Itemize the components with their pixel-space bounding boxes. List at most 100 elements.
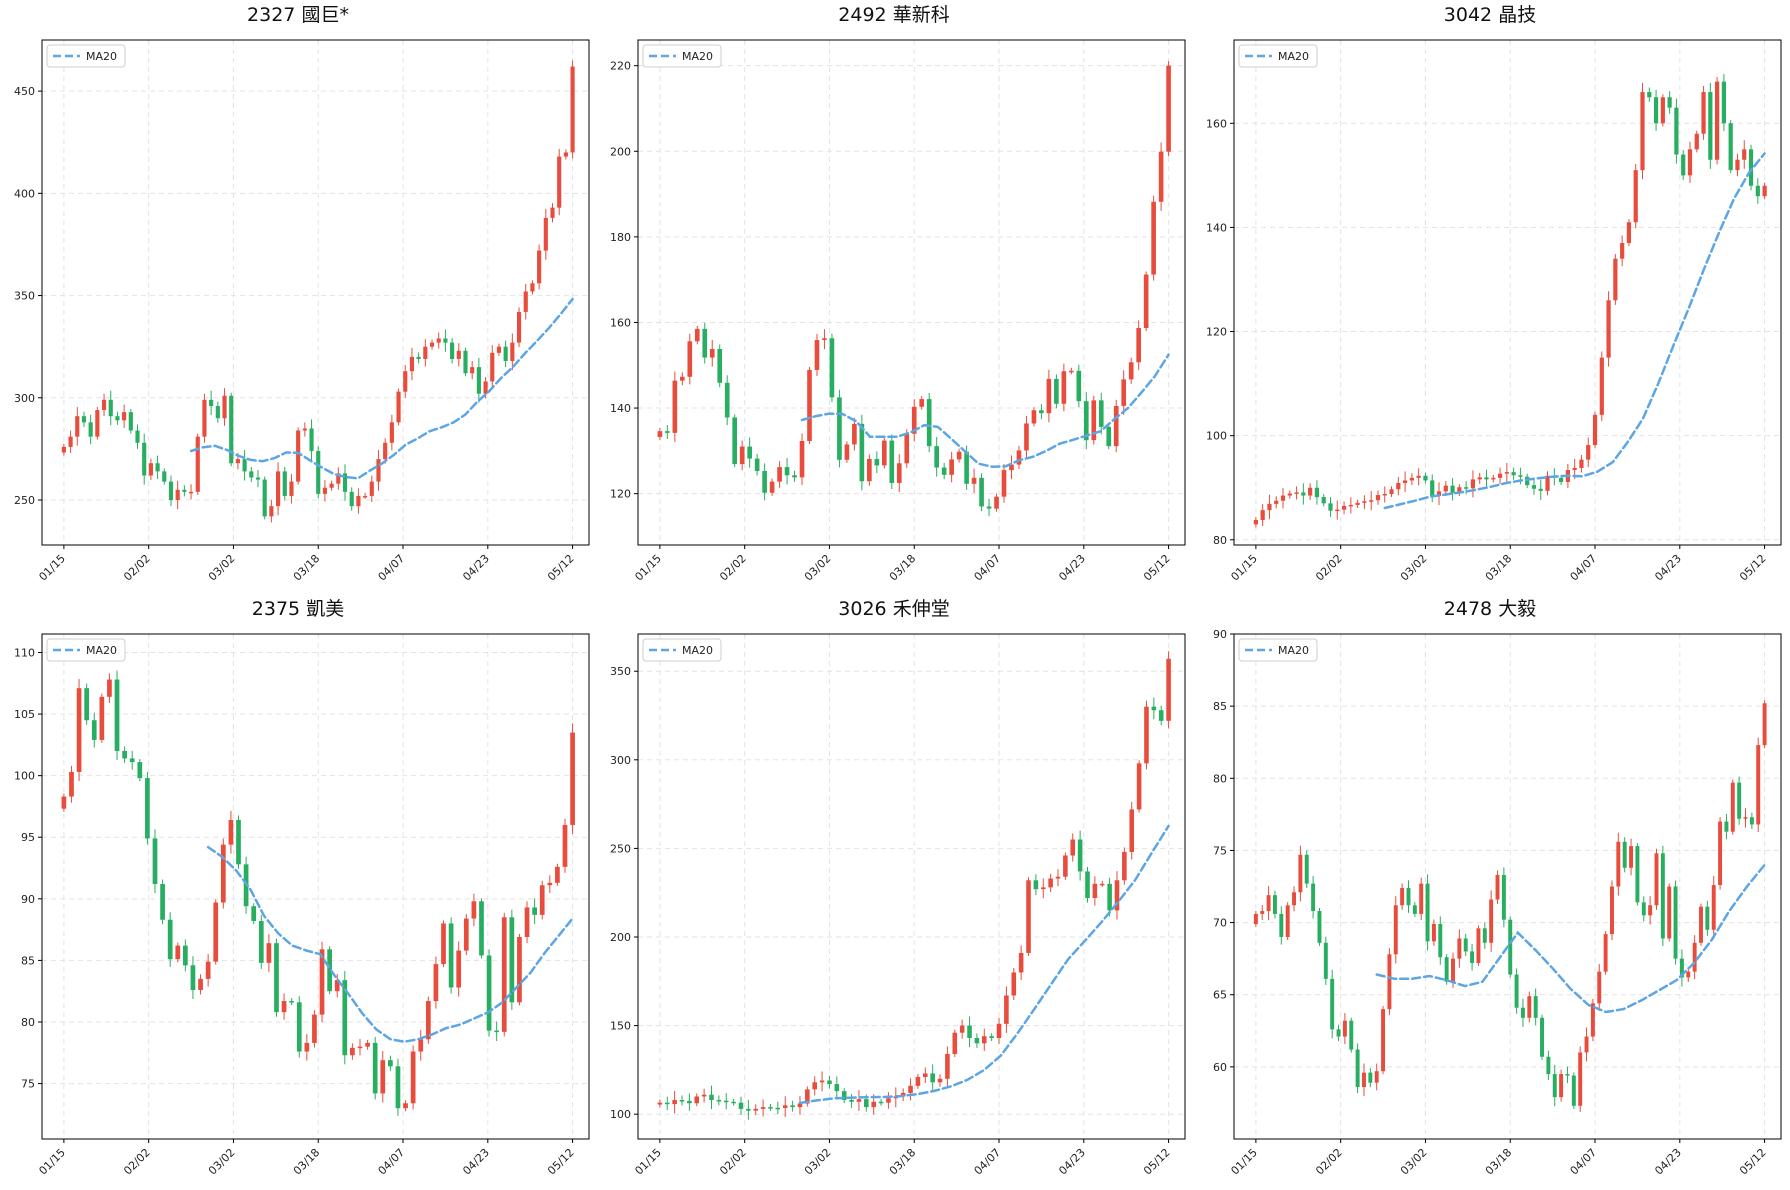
candle-body (1412, 905, 1417, 914)
candle-body (746, 1108, 751, 1111)
candle-body (403, 1103, 408, 1109)
candle-body (1107, 883, 1112, 911)
candle-body (1419, 883, 1424, 914)
legend-box (46, 44, 126, 68)
candle-body (1436, 491, 1442, 497)
x-tick-label: 04/07 (1568, 1146, 1600, 1178)
candle-body (215, 405, 220, 419)
candle-body (1491, 477, 1496, 480)
candle-body (1304, 854, 1309, 884)
candle-body (1520, 1007, 1525, 1018)
legend: MA20 (1238, 44, 1318, 68)
candle-body (425, 1001, 431, 1040)
chart-title: 2327 國巨* (247, 4, 349, 26)
candle-body (209, 399, 214, 406)
candle-body (441, 923, 446, 965)
candle-body (1501, 874, 1506, 920)
candle-body (923, 1073, 928, 1077)
y-tick-label: 400 (14, 187, 35, 200)
y-tick-label: 70 (1213, 917, 1227, 930)
candle-body (108, 399, 113, 417)
candle-body (864, 1099, 869, 1108)
plot-frame (637, 633, 1186, 1140)
candle-body (881, 440, 887, 466)
candle-body (1730, 782, 1735, 832)
candle-body (1686, 971, 1691, 978)
candle-body (182, 489, 187, 492)
candle-body (1613, 258, 1618, 301)
plot-frame (41, 633, 590, 1140)
candle-body (365, 1042, 370, 1047)
candle-body (490, 352, 495, 382)
candle-body (852, 423, 857, 445)
candle-body (672, 1100, 677, 1105)
y-tick-label: 140 (610, 402, 631, 415)
candlestick-chart: 250 300 350 400 450 01/15 02/02 03/02 03/18 04/07… (14, 39, 590, 584)
candle-body (342, 473, 348, 492)
candle-body (1136, 763, 1142, 810)
candle-body (1694, 133, 1699, 150)
chart-title: 3042 晶技 (1443, 4, 1537, 26)
candle-body (1098, 400, 1104, 427)
legend-box (1238, 638, 1318, 662)
candle-body (501, 917, 507, 1032)
candle-body (1033, 880, 1039, 890)
candle-body (1708, 92, 1713, 160)
candle-body (709, 1094, 714, 1101)
candle-body (768, 1107, 773, 1109)
candle-body (1640, 92, 1645, 171)
chart-panel: 3042 晶技 80 100 120 140 160 01/15 02/02 03/02 03/1… (1192, 0, 1788, 594)
candle-body (1508, 919, 1513, 975)
candle-body (242, 459, 247, 472)
candle-body (790, 1105, 795, 1108)
candle-body (312, 1014, 317, 1043)
candle-body (1039, 410, 1044, 414)
candle-body (555, 866, 560, 883)
candle-body (1382, 493, 1387, 496)
candle-body (1349, 1020, 1354, 1050)
candle-body (122, 412, 127, 421)
candle-body (269, 506, 274, 517)
candle-body (1584, 1036, 1589, 1053)
candle-body (395, 1066, 401, 1109)
y-tick-label: 150 (610, 1020, 631, 1033)
candle-body (784, 467, 790, 476)
candle-body (1048, 878, 1053, 888)
candle-body (1026, 880, 1031, 953)
candle-body (1158, 151, 1164, 202)
candle-body (1166, 65, 1171, 152)
candle-body (1443, 485, 1448, 492)
x-tick-label: 04/07 (376, 552, 408, 584)
candle-body (1667, 97, 1672, 108)
candle-body (213, 902, 219, 962)
candle-body (732, 417, 738, 465)
candle-body (1687, 149, 1693, 176)
candle-body (1743, 817, 1748, 819)
candle-body (797, 1103, 803, 1108)
candle-body (410, 1051, 416, 1104)
legend-box (1238, 44, 1318, 68)
candle-body (1425, 883, 1430, 942)
x-tick-label: 03/18 (291, 552, 323, 584)
plot-frame (1233, 39, 1782, 546)
candle-body (1061, 371, 1067, 404)
candle-body (357, 1046, 363, 1049)
candle-body (433, 964, 439, 1002)
candle-body (342, 980, 348, 1056)
legend-label: MA20 (682, 50, 713, 63)
candle-body (1308, 487, 1313, 496)
candle-body (1054, 378, 1059, 404)
candle-body (709, 348, 715, 358)
candle-body (202, 399, 207, 437)
candle-body (1470, 479, 1476, 489)
legend-box (642, 44, 722, 68)
candle-body (1667, 886, 1672, 939)
candle-body (282, 471, 287, 496)
candle-body (530, 283, 535, 292)
candle-body (1597, 971, 1602, 1004)
candle-body (849, 1100, 854, 1102)
candle-body (1660, 97, 1665, 124)
y-tick-label: 350 (610, 665, 631, 678)
candle-body (563, 152, 568, 157)
candle-body (1070, 839, 1076, 856)
